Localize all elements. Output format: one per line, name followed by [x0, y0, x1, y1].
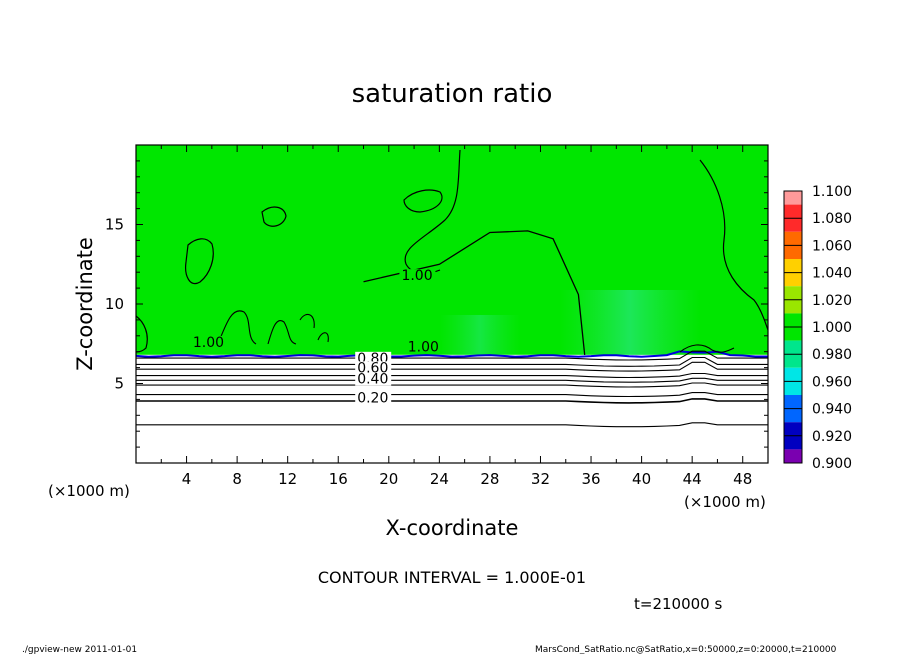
x-tick-label: 12	[278, 470, 297, 488]
x-tick-label: 32	[531, 470, 550, 488]
contour-label: 0.60	[357, 360, 388, 376]
colorbar-label: 0.980	[812, 347, 852, 363]
contour-line-0.7	[136, 361, 768, 372]
upper-contour-left	[185, 238, 214, 285]
colorbar-label: 0.940	[812, 402, 852, 418]
contour-label: 1.00	[193, 335, 224, 351]
colorbar-swatch	[784, 272, 802, 287]
colorbar-swatch	[784, 245, 802, 259]
contour-interval-note: CONTOUR INTERVAL = 1.000E-01	[318, 568, 586, 587]
x-tick-label: 8	[232, 470, 242, 488]
colorbar-swatch	[784, 231, 802, 246]
colorbar-swatch	[784, 299, 802, 314]
contour-label-bg	[355, 372, 392, 386]
contour-line-0.8	[136, 356, 768, 367]
saturation-boundary-blue	[136, 350, 768, 358]
contour-line-0.1	[136, 422, 768, 428]
colorbar-swatch	[784, 218, 802, 232]
colorbar-label: 1.040	[812, 266, 852, 282]
colorbar-swatch	[784, 313, 802, 327]
contour-line-0.9	[136, 350, 768, 361]
near-surface-wiggles	[217, 310, 735, 353]
contour-label-bg	[190, 335, 227, 349]
x-tick-label: 44	[683, 470, 702, 488]
contour-line-0.3	[136, 392, 768, 398]
contour-label-bg	[399, 269, 436, 283]
colorbar-swatch	[784, 367, 802, 382]
colorbar-swatch	[784, 449, 802, 463]
contour-label-bg	[355, 361, 392, 375]
unsaturated-region	[136, 354, 768, 463]
upper-contour-island-1	[261, 206, 287, 227]
time-label: t=210000 s	[634, 595, 722, 613]
colorbar-swatch	[784, 340, 802, 355]
contour-label: 0.20	[357, 391, 388, 407]
upper-contour-island-2	[403, 189, 443, 213]
colorbar-swatch	[784, 354, 802, 368]
colorbar-swatch	[784, 191, 802, 205]
chart-title: saturation ratio	[352, 79, 553, 109]
upper-contour-right	[699, 159, 768, 331]
x-tick-label: 24	[430, 470, 449, 488]
colorbar-label: 1.020	[812, 293, 852, 309]
contour-label: 1.00	[401, 268, 432, 284]
x-tick-label: 16	[329, 470, 348, 488]
contour-label-bg	[355, 391, 392, 405]
colorbar-label: 1.100	[812, 184, 852, 200]
colorbar-swatch	[784, 435, 802, 450]
y-tick-label: 10	[105, 295, 124, 313]
colorbar-label: 0.900	[812, 456, 852, 472]
x-tick-label: 20	[379, 470, 398, 488]
colorbar-label: 1.000	[812, 320, 852, 336]
contour-line-0.2	[136, 398, 768, 404]
colorbar-swatch	[784, 327, 802, 341]
x-tick-label: 28	[480, 470, 499, 488]
y-tick-label: 5	[114, 375, 124, 393]
footer-right: MarsCond_SatRatio.nc@SatRatio,x=0:50000,…	[535, 645, 837, 654]
colorbar-label: 0.920	[812, 429, 852, 445]
y-axis-label: Z-coordinate	[73, 237, 97, 371]
y-axis-ticks: 5 10 15	[105, 160, 768, 448]
x-axis-ticks: 4 8 12 16 20 24 28 32 36 40 44 48	[160, 145, 752, 488]
x-unit-left: (×1000 m)	[48, 482, 130, 500]
contour-label: 0.40	[357, 372, 388, 388]
x-tick-label: 4	[182, 470, 192, 488]
y-tick-label: 15	[105, 216, 124, 234]
dome-contour	[363, 230, 586, 355]
x-unit-right: (×1000 m)	[684, 493, 766, 511]
colorbar-swatch	[784, 286, 802, 300]
plot-area	[136, 145, 768, 463]
colorbar-swatch	[784, 204, 802, 219]
colorbar-label: 0.960	[812, 374, 852, 390]
contour-line-0.6	[136, 372, 768, 379]
contour-line-0.4	[136, 382, 768, 388]
lighter-band-1	[440, 315, 520, 355]
x-tick-label: 48	[733, 470, 752, 488]
colorbar-swatch	[784, 381, 802, 395]
x-tick-label: 40	[632, 470, 651, 488]
colorbar-swatch	[784, 395, 802, 409]
colorbar-swatch	[784, 408, 802, 423]
x-axis-label: X-coordinate	[386, 516, 519, 540]
colorbar-swatch	[784, 422, 802, 436]
colorbar-label: 1.060	[812, 238, 852, 254]
x-tick-label: 36	[581, 470, 600, 488]
contour-label-bg	[405, 340, 442, 354]
contour-label: 1.00	[408, 340, 439, 356]
footer-left: ./gpview-new 2011-01-01	[22, 645, 137, 654]
colorbar-label: 1.080	[812, 211, 852, 227]
contour-labels: 1.001.00 1.000.800.600.400.20	[190, 268, 442, 407]
colorbar: 1.100 1.080 1.060 1.040 1.020 1.000 0.980 0.960…	[783, 184, 852, 472]
contour-line-0.5	[136, 377, 768, 383]
lower-contours	[136, 350, 768, 428]
colorbar-swatch	[784, 259, 802, 273]
